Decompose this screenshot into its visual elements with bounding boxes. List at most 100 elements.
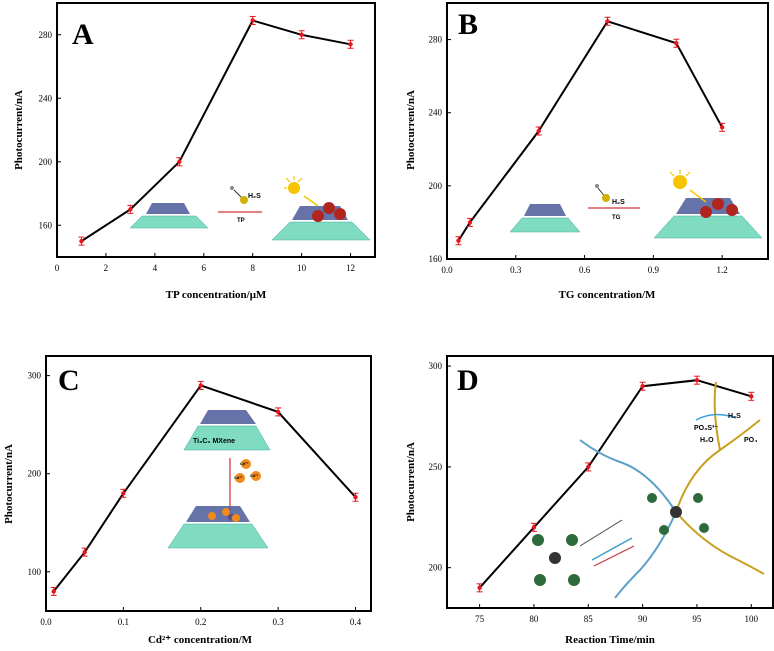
y-tick-label: 300 xyxy=(429,361,443,371)
x-tick-label: 0.6 xyxy=(579,265,591,275)
y-tick-label: 160 xyxy=(429,254,443,264)
series-line xyxy=(457,20,723,242)
y-tick-label: 280 xyxy=(429,35,443,45)
x-tick-label: 85 xyxy=(584,614,594,624)
panel-letter-d: D xyxy=(457,364,479,397)
data-point xyxy=(673,38,680,48)
x-tick-label: 0 xyxy=(55,263,60,273)
illustration-label: H₂O xyxy=(700,437,714,444)
data-point xyxy=(466,217,473,227)
y-axis-label: Photocurrent/nA xyxy=(13,90,25,170)
x-tick-label: 95 xyxy=(692,614,702,624)
panel-letter-a: A xyxy=(72,18,94,51)
x-tick-label: 75 xyxy=(475,614,485,624)
data-point xyxy=(604,16,611,26)
x-tick-label: 10 xyxy=(297,263,307,273)
x-tick-label: 0.9 xyxy=(648,265,660,275)
axis-ticks: 0.0 0.1 0.2 0.3 0.4 100 200 300 xyxy=(28,371,362,627)
y-tick-label: 250 xyxy=(429,462,443,472)
y-axis-label: Photocurrent/nA xyxy=(405,90,417,170)
series-line xyxy=(52,384,357,593)
illustration-label: H₂S xyxy=(612,199,625,206)
data-point xyxy=(455,236,462,246)
x-tick-label: 4 xyxy=(153,263,158,273)
x-tick-label: 0.3 xyxy=(273,617,285,627)
illustration-label: TG xyxy=(612,215,621,221)
y-tick-label: 300 xyxy=(28,371,42,381)
molecule-icon xyxy=(230,186,248,204)
series-line xyxy=(478,379,752,589)
illustration: Ti₃C₂ MXene Cd²⁺ Cd²⁺ Cd²⁺ xyxy=(167,410,271,549)
x-tick-label: 0.0 xyxy=(441,265,453,275)
y-tick-label: 200 xyxy=(28,469,42,479)
x-tick-label: 0.2 xyxy=(195,617,206,627)
illustration-label: TP xyxy=(237,218,245,224)
data-point xyxy=(639,381,646,391)
y-tick-label: 100 xyxy=(28,567,42,577)
x-tick-label: 8 xyxy=(250,263,255,273)
axis-ticks: 0 2 4 6 8 10 12 160 200 240 280 xyxy=(39,30,356,273)
panel-letter-b: B xyxy=(458,8,478,41)
panel-a: A Photocurrent/nA TP concentration/μM 0 2… xyxy=(13,2,376,301)
plot-frame xyxy=(56,2,376,258)
panel-letter-c: C xyxy=(58,364,80,397)
y-axis-label: Photocurrent/nA xyxy=(405,442,417,522)
illustration-label: Cd²⁺ xyxy=(234,475,243,480)
data-point xyxy=(748,391,755,401)
illustration: H₂S TG xyxy=(509,170,763,239)
sun-icon xyxy=(284,176,319,207)
illustration-label: Cd²⁺ xyxy=(240,461,249,466)
panel-c: C Photocurrent/nA Cd²⁺ concentration/M 0… xyxy=(3,355,372,646)
series-line xyxy=(80,19,351,242)
data-point xyxy=(197,380,204,390)
y-tick-label: 240 xyxy=(429,108,443,118)
x-tick-label: 1.2 xyxy=(717,265,728,275)
data-point xyxy=(249,15,256,25)
axis-ticks: 0.0 0.3 0.6 0.9 1.2 160 200 240 280 xyxy=(429,35,728,275)
plot-frame xyxy=(446,2,769,260)
x-tick-label: 80 xyxy=(529,614,539,624)
illustration-label: PO₃S³⁻ xyxy=(694,425,718,432)
data-point xyxy=(535,126,542,136)
x-axis-label: Cd²⁺ concentration/M xyxy=(148,634,253,646)
data-point xyxy=(81,547,88,557)
data-point xyxy=(127,204,134,214)
y-tick-label: 200 xyxy=(429,563,443,573)
sun-icon xyxy=(669,170,707,203)
plot-frame xyxy=(45,355,372,612)
molecule-icon xyxy=(595,184,610,202)
data-point xyxy=(719,122,726,132)
y-tick-label: 200 xyxy=(39,157,53,167)
data-series xyxy=(78,15,354,246)
data-series xyxy=(455,16,726,246)
illustration-label: H₂S xyxy=(728,413,741,420)
x-tick-label: 100 xyxy=(745,614,759,624)
plot-frame xyxy=(446,355,774,609)
x-tick-label: 90 xyxy=(638,614,648,624)
panel-b: B Photocurrent/nA TG concentration/M 0.0… xyxy=(405,2,769,301)
data-point xyxy=(585,462,592,472)
y-tick-label: 280 xyxy=(39,30,53,40)
data-series xyxy=(476,375,755,593)
data-point xyxy=(476,583,483,593)
axis-ticks: 75 80 85 90 95 100 200 250 300 xyxy=(429,361,759,624)
data-point xyxy=(120,488,127,498)
x-tick-label: 6 xyxy=(202,263,207,273)
y-tick-label: 240 xyxy=(39,93,53,103)
data-point xyxy=(347,39,354,49)
data-point xyxy=(78,236,85,246)
data-point xyxy=(176,157,183,167)
panel-d: D Photocurrent/nA Reaction Time/min 75 80… xyxy=(405,355,774,646)
x-axis-label: TG concentration/M xyxy=(559,289,656,301)
illustration: H₂S PO₃S³⁻ H₂O PO₄ xyxy=(532,381,765,599)
data-point xyxy=(298,30,305,40)
x-tick-label: 0.1 xyxy=(118,617,129,627)
illustration-label: Ti₃C₂ MXene xyxy=(193,438,235,445)
data-point xyxy=(275,407,282,417)
x-tick-label: 0.0 xyxy=(40,617,52,627)
illustration-label: PO₄ xyxy=(744,437,757,444)
x-tick-label: 0.3 xyxy=(510,265,522,275)
x-tick-label: 0.4 xyxy=(350,617,362,627)
x-axis-label: Reaction Time/min xyxy=(565,634,655,646)
